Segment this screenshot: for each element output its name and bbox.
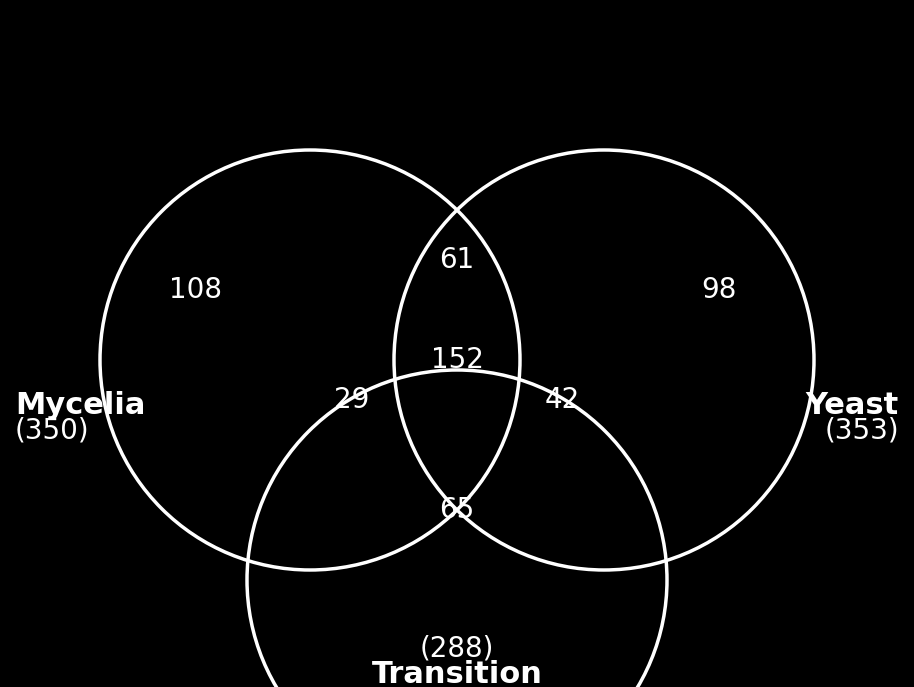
Text: 108: 108: [168, 276, 221, 304]
Text: 65: 65: [440, 496, 474, 524]
Text: (350): (350): [15, 416, 90, 444]
Text: 152: 152: [430, 346, 484, 374]
Text: Transition: Transition: [372, 660, 542, 687]
Text: 42: 42: [545, 386, 579, 414]
Text: 61: 61: [440, 246, 474, 274]
Text: Yeast: Yeast: [806, 390, 899, 420]
Text: 29: 29: [335, 386, 369, 414]
Text: (353): (353): [824, 416, 899, 444]
Text: 98: 98: [701, 276, 737, 304]
Text: Mycelia: Mycelia: [15, 390, 145, 420]
Text: (288): (288): [420, 635, 494, 663]
